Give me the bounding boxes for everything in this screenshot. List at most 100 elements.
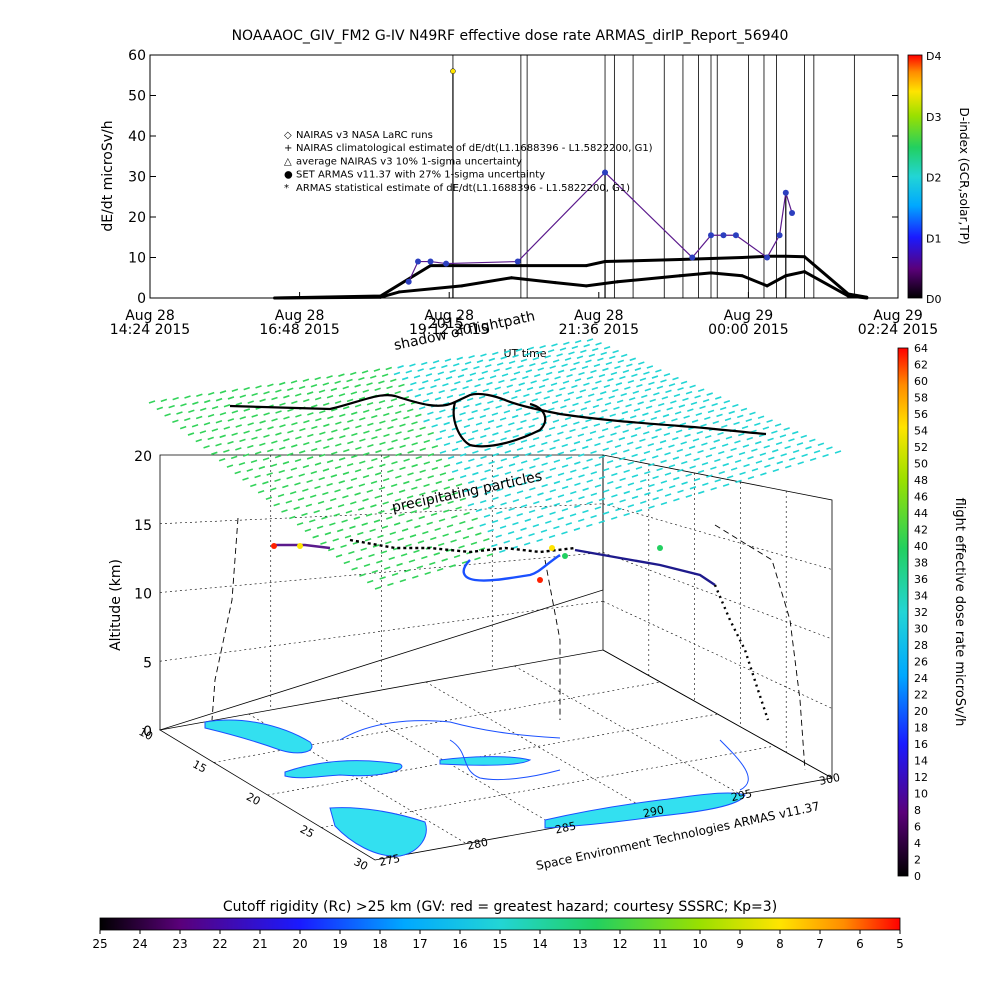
particle-dash — [487, 419, 495, 424]
particle-dash — [615, 507, 622, 512]
particle-dash — [291, 444, 298, 448]
particle-dash — [659, 439, 667, 444]
particle-dash — [278, 446, 286, 451]
legend: ◇ NAIRAS v3 NASA LaRC runs + NAIRAS climato… — [284, 130, 653, 194]
particle-dash — [409, 363, 416, 367]
particle-dash — [338, 393, 346, 397]
particle-dash — [373, 519, 381, 523]
particle-dash — [550, 382, 558, 387]
particle-dash — [582, 487, 589, 492]
particle-dash — [730, 467, 738, 471]
particle-dash — [427, 453, 435, 457]
particle-dash — [211, 405, 219, 410]
particle-dash — [192, 401, 199, 405]
particle-dash — [296, 522, 304, 526]
particle-dash — [168, 404, 175, 409]
mark-green — [562, 553, 568, 559]
particle-dash — [537, 470, 544, 474]
particle-dash — [557, 451, 565, 456]
particle-dash — [586, 479, 593, 483]
particle-dash — [343, 427, 350, 431]
particle-dash — [354, 468, 362, 473]
particle-dash — [689, 486, 697, 490]
particle-dash — [638, 361, 645, 365]
particle-dash — [553, 480, 561, 485]
x-tick-time: 16:48 2015 — [259, 322, 339, 338]
particle-dash — [436, 567, 444, 572]
particle-dash — [304, 528, 312, 533]
chart-title: NOAAAOC_GIV_FM2 G-IV N49RF effective dos… — [232, 28, 789, 44]
particle-dash — [639, 438, 646, 443]
particle-dash — [615, 464, 622, 469]
particle-dash — [342, 385, 350, 390]
particle-dash — [715, 396, 722, 400]
particle-dash — [771, 449, 779, 453]
particle-dash — [587, 393, 595, 397]
particle-dash — [619, 499, 626, 503]
particle-dash — [557, 369, 565, 374]
particle-dash — [403, 415, 410, 420]
particle-dash — [337, 504, 345, 508]
particle-dash — [652, 475, 659, 480]
particle-dash — [246, 468, 254, 472]
particle-dash — [540, 529, 548, 533]
particle-dash — [726, 455, 733, 459]
particle-dash — [642, 412, 649, 416]
land-islands — [439, 756, 532, 766]
dose-tick: 26 — [914, 656, 928, 669]
particle-dash — [218, 457, 226, 462]
latitude-ticks: 10 15 20 25 30 — [137, 725, 370, 873]
particle-dash — [219, 411, 227, 416]
particle-dash — [574, 339, 582, 344]
particle-dash — [476, 359, 484, 364]
particle-dash — [289, 515, 296, 520]
particle-dash — [514, 389, 522, 393]
particle-dash — [172, 419, 179, 424]
particle-dash — [648, 381, 655, 386]
particle-dash — [267, 383, 274, 388]
particle-dash — [619, 456, 626, 461]
particle-dash — [387, 425, 394, 430]
rigidity-tick: 11 — [652, 937, 667, 951]
particle-dash — [548, 407, 555, 412]
particle-dash — [283, 416, 290, 420]
particle-dash — [655, 369, 662, 373]
particle-dash — [674, 411, 682, 415]
particle-dash — [574, 461, 581, 465]
particle-dash — [419, 426, 426, 431]
particle-dash — [472, 471, 479, 476]
particle-dash — [629, 357, 637, 362]
particle-dash — [498, 379, 505, 384]
particle-dash — [590, 471, 598, 475]
particle-dash — [399, 444, 406, 449]
particle-dash — [470, 541, 478, 546]
particle-dash — [310, 447, 318, 452]
particle-dash — [575, 395, 583, 400]
particle-dash — [451, 447, 459, 452]
particle-dash — [402, 504, 410, 508]
particle-dash — [626, 441, 634, 445]
particle-dash — [496, 510, 503, 515]
particle-dash — [533, 478, 540, 483]
particle-dash — [379, 463, 386, 468]
particle-dash — [511, 395, 518, 400]
legend-symbol: ● — [284, 170, 293, 181]
particle-dash — [590, 450, 597, 454]
particle-dash — [722, 462, 730, 467]
particle-dash — [262, 481, 269, 485]
rigidity-tick: 8 — [776, 937, 784, 951]
particle-dash — [513, 371, 521, 375]
particle-dash — [415, 434, 422, 438]
particle-dash — [532, 436, 540, 441]
particle-dash — [357, 531, 364, 536]
particle-dash — [317, 500, 325, 505]
particle-dash — [476, 463, 483, 468]
particle-dash — [311, 425, 318, 430]
particle-dash — [286, 475, 293, 480]
particle-dash — [710, 486, 717, 491]
particle-dash — [722, 483, 730, 487]
altitude-tick: 10 — [134, 587, 152, 603]
rigidity-tick: 15 — [492, 937, 507, 951]
particle-dash — [483, 538, 490, 542]
particle-dash — [565, 456, 573, 460]
